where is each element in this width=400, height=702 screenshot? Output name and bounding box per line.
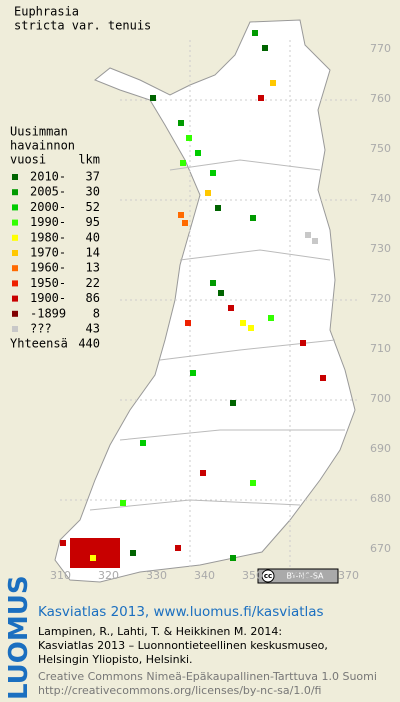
- grid-label-north: 700: [370, 392, 391, 405]
- badge-text: BY-NC-SA: [286, 572, 324, 581]
- legend-count: 95: [86, 215, 100, 229]
- legend-count: 40: [86, 230, 100, 244]
- grid-label-east: 360: [290, 569, 311, 582]
- brand: LUOMUS: [4, 575, 34, 700]
- observation-squares: [60, 30, 326, 568]
- legend-label: 1900-: [30, 291, 66, 305]
- grid-label-north: 670: [370, 542, 391, 555]
- legend-count: 37: [86, 170, 100, 184]
- legend-label: 1950-: [30, 276, 66, 290]
- legend-count: 8: [93, 306, 100, 320]
- grid-lines: [60, 40, 360, 570]
- grid-label-north: 680: [370, 492, 391, 505]
- legend-label: 1960-: [30, 261, 66, 275]
- legend-swatch: [12, 219, 18, 226]
- legend-heading: Uusimman: [10, 125, 68, 139]
- grid-label-east: 330: [146, 569, 167, 582]
- legend-count: 43: [86, 322, 100, 336]
- legend-swatch: [12, 295, 18, 302]
- license-line: Creative Commons Nimeä-Epäkaupallinen-Ta…: [38, 670, 377, 683]
- legend-label: 1990-: [30, 215, 66, 229]
- legend-label: 2005-: [30, 185, 66, 199]
- legend-label: -1899: [30, 306, 66, 320]
- total-label: Yhteensä: [10, 337, 68, 351]
- legend-count: 52: [86, 200, 100, 214]
- legend-heading: vuosi: [10, 153, 46, 167]
- legend-count: 14: [86, 246, 100, 260]
- grid-label-north: 730: [370, 242, 391, 255]
- grid-label-north: 750: [370, 142, 391, 155]
- legend-count: 30: [86, 185, 100, 199]
- citation-line: Kasviatlas 2013 – Luonnontieteellinen ke…: [38, 639, 328, 652]
- citation-line: Lampinen, R., Lahti, T. & Heikkinen M. 2…: [38, 625, 282, 638]
- legend-swatch: [12, 174, 18, 180]
- legend-count: 86: [86, 291, 100, 305]
- legend-swatch: [12, 204, 18, 211]
- title-line: stricta var. tenuis: [14, 19, 151, 33]
- grid-label-north: 720: [370, 292, 391, 305]
- legend-swatch: [12, 250, 18, 256]
- grid-label-east: 350: [242, 569, 263, 582]
- legend-swatch: [12, 234, 18, 241]
- legend-swatch: [12, 310, 18, 317]
- grid-label-north: 710: [370, 342, 391, 355]
- legend-count: 13: [86, 261, 100, 275]
- grid-label-north: 770: [370, 42, 391, 55]
- svg-text:cc: cc: [264, 572, 272, 580]
- legend-heading: havainnon: [10, 139, 75, 153]
- cc-badge: cc: [257, 568, 339, 584]
- grid-label-east: 370: [338, 569, 359, 582]
- grid-label-east: 320: [98, 569, 119, 582]
- legend-label: 1970-: [30, 246, 66, 260]
- legend-label: 2010-: [30, 170, 66, 184]
- headline: Kasviatlas 2013, www.luomus.fi/kasviatla…: [38, 604, 324, 620]
- legend-count-heading: lkm: [78, 153, 100, 167]
- citation-line: Helsingin Yliopisto, Helsinki.: [38, 653, 193, 666]
- legend-count: 22: [86, 276, 100, 290]
- license-line: http://creativecommons.org/licenses/by-n…: [38, 684, 321, 697]
- grid-label-east: 310: [50, 569, 71, 582]
- legend-label: 1980-: [30, 230, 66, 244]
- legend-swatch: [12, 265, 18, 272]
- legend-label: 2000-: [30, 200, 66, 214]
- grid-label-north: 740: [370, 192, 391, 205]
- legend-label: ???: [30, 322, 52, 336]
- total-count: 440: [78, 337, 100, 351]
- legend-swatch: [12, 280, 18, 287]
- grid-label-east: 340: [194, 569, 215, 582]
- title-line: Euphrasia: [14, 5, 79, 19]
- grid-label-north: 690: [370, 442, 391, 455]
- finland-outline: [54, 19, 356, 583]
- legend-swatch: [12, 189, 18, 196]
- legend-swatch: [12, 326, 18, 332]
- grid-label-north: 760: [370, 92, 391, 105]
